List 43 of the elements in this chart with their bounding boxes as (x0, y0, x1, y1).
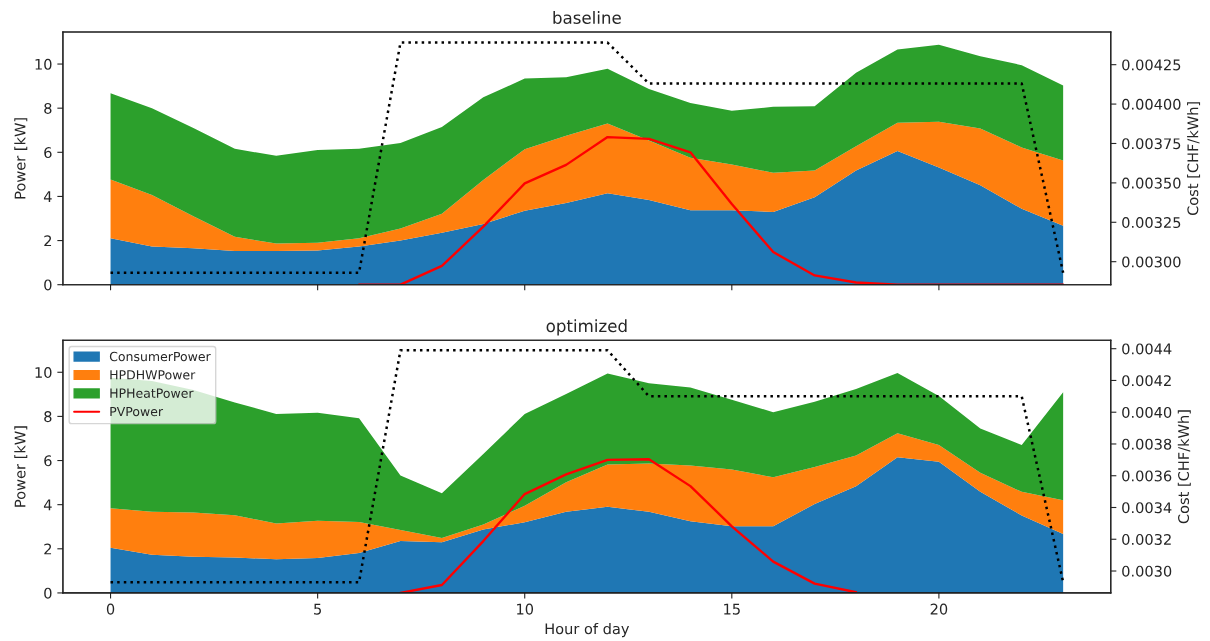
y-axis-title: Power [kW] (14, 118, 28, 199)
y-tick-label: 6 (44, 147, 52, 159)
x-axis-title: Hour of day (545, 623, 630, 638)
y2-tick-label: 0.00300 (1122, 256, 1181, 268)
legend-label: PVPower (110, 406, 164, 417)
y2-tick-label: 0.0034 (1122, 502, 1172, 514)
y-tick-label: 4 (43, 499, 52, 511)
y2-tick-label: 0.00425 (1122, 59, 1181, 71)
x-tick-label: 5 (314, 603, 321, 615)
legend-label: HPHeatPower (110, 388, 194, 398)
x-tick-label: 0 (106, 603, 115, 615)
y-tick-label: 8 (44, 411, 52, 423)
y-tick-label: 6 (44, 455, 52, 467)
y-tick-label: 4 (43, 191, 52, 202)
y2-tick-label: 0.0044 (1122, 343, 1172, 355)
y2-tick-label: 0.0038 (1122, 438, 1172, 450)
y2-tick-label: 0.0032 (1122, 533, 1171, 545)
y2-tick-label: 0.00400 (1122, 98, 1181, 110)
legend-label: ConsumerPower (109, 351, 211, 362)
y2-tick-label: 0.0036 (1122, 470, 1172, 482)
x-tick-label: 10 (517, 603, 534, 615)
y2-axis-title: Cost [CHF/kWh] (1187, 102, 1201, 216)
y-tick-label: 8 (44, 102, 52, 114)
y2-tick-label: 0.0030 (1122, 565, 1172, 577)
chart-title: baseline (553, 11, 621, 24)
y2-tick-label: 0.0040 (1122, 406, 1172, 418)
y2-tick-label: 0.00375 (1122, 138, 1181, 150)
y-tick-label: 10 (35, 366, 52, 379)
y2-axis-title: Cost [CHF/kWh] (1177, 410, 1191, 524)
y-axis-title: Power [kW] (14, 426, 28, 507)
y2-tick-label: 0.00325 (1122, 217, 1181, 229)
y-tick-label: 0 (44, 587, 52, 599)
y-tick-label: 10 (35, 58, 52, 70)
y2-tick-label: 0.00350 (1122, 177, 1181, 189)
x-tick-label: 20 (930, 603, 948, 615)
y-tick-label: 0 (44, 279, 52, 291)
chart-title: optimized (546, 319, 627, 336)
y2-tick-label: 0.0042 (1122, 375, 1171, 387)
y-tick-label: 2 (44, 543, 52, 555)
x-tick-label: 15 (724, 603, 740, 615)
legend-label: HPDHWPower (110, 370, 196, 380)
line-series (399, 458, 858, 593)
y-tick-label: 2 (44, 235, 52, 247)
